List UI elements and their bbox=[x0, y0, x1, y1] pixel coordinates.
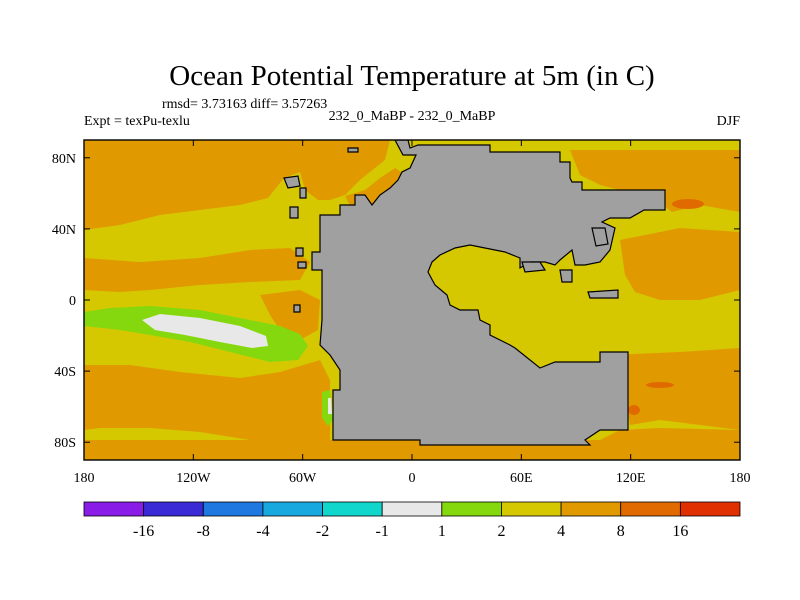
colorbar-box-10 bbox=[679, 501, 741, 517]
x-tick-label-4: 60E bbox=[510, 471, 533, 486]
anomaly-8-to-16-regions bbox=[628, 199, 704, 415]
x-tick-label-3: 0 bbox=[409, 471, 416, 486]
colorbar-label-9: 16 bbox=[672, 523, 688, 540]
north-island-2 bbox=[289, 206, 299, 219]
anomaly-4-to-8-regions bbox=[84, 140, 740, 460]
equatorial-pacific-band bbox=[84, 248, 310, 292]
south-pacific-large bbox=[84, 360, 330, 445]
y-tick-label-2: 0 bbox=[69, 294, 76, 309]
map-plot bbox=[84, 140, 740, 460]
colorbar-box-5 bbox=[381, 501, 443, 517]
colorbar-label-5: 1 bbox=[438, 523, 446, 540]
colorbar-label-7: 4 bbox=[557, 523, 565, 540]
x-tick-label-2: 60W bbox=[289, 471, 317, 486]
south-indian-band bbox=[440, 428, 740, 440]
west-island-1 bbox=[295, 247, 304, 257]
indian-ocean-band bbox=[610, 348, 740, 430]
east-basin-island-2 bbox=[559, 269, 573, 283]
north-asia-band bbox=[570, 150, 740, 212]
y-tick-label-3: 40S bbox=[54, 365, 76, 380]
pacific-east-band bbox=[620, 228, 740, 300]
colorbar-box-0 bbox=[83, 501, 145, 517]
y-tick-label-0: 80N bbox=[52, 152, 76, 167]
arctic-atlantic-band bbox=[300, 140, 390, 200]
x-tick-label-5: 120E bbox=[616, 471, 646, 486]
y-tick-label-1: 40N bbox=[52, 223, 76, 238]
colorbar-label-8: 8 bbox=[617, 523, 625, 540]
x-axis: 180 120W 60W 0 60E 120E 180 bbox=[74, 140, 751, 486]
colorbar-box-8 bbox=[560, 501, 622, 517]
east-basin-island-4 bbox=[591, 227, 609, 247]
south-pacific-spot bbox=[646, 382, 674, 388]
x-tick-label-6: 180 bbox=[730, 471, 751, 486]
west-island-2 bbox=[297, 261, 307, 269]
x-tick-label-1: 120W bbox=[176, 471, 211, 486]
colorbar-box-3 bbox=[262, 501, 323, 517]
land-mask bbox=[283, 140, 666, 446]
colorbar-label-0: -16 bbox=[133, 523, 154, 540]
y-axis: 80N 40N 0 40S 80S bbox=[52, 152, 740, 451]
colorbar-box-2 bbox=[202, 501, 264, 517]
colorbar: -16 -8 -4 -2 -1 1 2 4 8 16 bbox=[83, 501, 741, 540]
x-tick-label-0: 180 bbox=[74, 471, 95, 486]
colorbar-box-4 bbox=[322, 501, 383, 517]
north-pacific-spot bbox=[672, 199, 704, 209]
equatorial-islet bbox=[293, 304, 301, 313]
colorbar-box-6 bbox=[441, 501, 502, 517]
colorbar-label-4: -1 bbox=[376, 523, 389, 540]
north-island-1 bbox=[283, 175, 301, 189]
east-basin-island-1 bbox=[521, 261, 547, 273]
experiment-label: Expt = texPu-texlu bbox=[84, 114, 190, 129]
south-pacific-minimum bbox=[142, 314, 268, 348]
colorbar-box-9 bbox=[620, 501, 681, 517]
east-pacific-band bbox=[260, 290, 320, 340]
north-island-3 bbox=[299, 187, 307, 199]
arctic-island bbox=[347, 147, 359, 153]
chart-title: Ocean Potential Temperature at 5m (in C) bbox=[169, 60, 654, 92]
colorbar-box-7 bbox=[501, 501, 562, 517]
south-atlantic-white-patch bbox=[328, 398, 332, 414]
colorbar-box-1 bbox=[143, 501, 204, 517]
colorbar-label-2: -4 bbox=[256, 523, 269, 540]
season-label: DJF bbox=[717, 114, 741, 129]
colorbar-label-6: 2 bbox=[497, 523, 505, 540]
north-pacific-band bbox=[84, 140, 300, 230]
east-basin-island-3 bbox=[587, 289, 619, 299]
stats-text: rmsd= 3.73163 diff= 3.57263 bbox=[162, 97, 327, 112]
y-tick-label-4: 80S bbox=[54, 436, 76, 451]
period-label: 232_0_MaBP - 232_0_MaBP bbox=[329, 109, 496, 124]
colorbar-label-1: -8 bbox=[197, 523, 210, 540]
indian-ocean-spot bbox=[628, 405, 640, 415]
colorbar-label-3: -2 bbox=[316, 523, 329, 540]
